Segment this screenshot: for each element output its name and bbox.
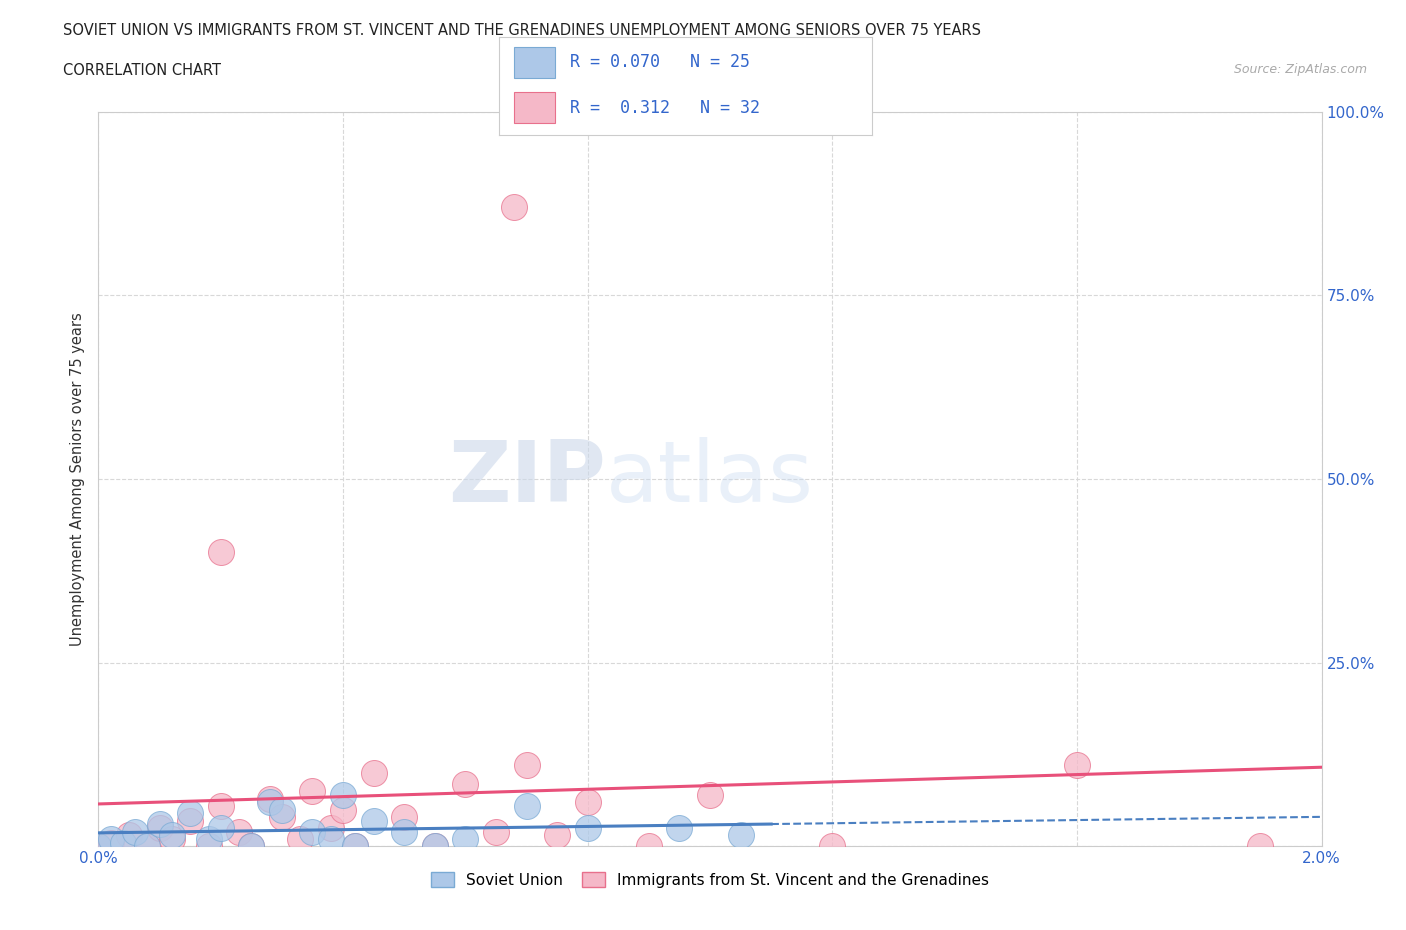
Point — [259, 795, 281, 810]
Text: ZIP: ZIP — [449, 437, 606, 521]
Point — [699, 788, 721, 803]
Point — [454, 777, 477, 791]
Point — [136, 839, 159, 854]
Point — [730, 828, 752, 843]
Text: atlas: atlas — [606, 437, 814, 521]
Point — [363, 765, 385, 780]
Point — [363, 813, 385, 828]
Point — [228, 824, 250, 839]
Point — [290, 831, 312, 846]
Point — [111, 835, 134, 850]
Point — [1066, 758, 1088, 773]
Point — [668, 820, 690, 835]
Bar — [515, 47, 555, 78]
Text: Source: ZipAtlas.com: Source: ZipAtlas.com — [1233, 63, 1367, 76]
Point — [503, 200, 526, 215]
Point — [319, 820, 342, 835]
Text: CORRELATION CHART: CORRELATION CHART — [63, 63, 221, 78]
Point — [392, 824, 416, 839]
Point — [485, 824, 508, 839]
Point — [637, 839, 661, 854]
Point — [240, 839, 263, 854]
Point — [423, 839, 446, 854]
Point — [87, 839, 110, 854]
Point — [118, 828, 141, 843]
Point — [124, 824, 146, 839]
Point — [100, 835, 122, 850]
Point — [136, 839, 159, 854]
Point — [179, 805, 201, 820]
Point — [149, 820, 172, 835]
Point — [160, 828, 183, 843]
Bar — [515, 92, 555, 123]
Point — [197, 839, 219, 854]
Point — [344, 839, 367, 854]
Point — [546, 828, 568, 843]
Point — [392, 809, 416, 824]
Point — [270, 809, 294, 824]
Point — [100, 831, 122, 846]
Point — [516, 799, 538, 814]
Point — [160, 831, 183, 846]
Point — [270, 802, 294, 817]
Point — [149, 817, 172, 831]
Point — [301, 824, 323, 839]
Point — [332, 802, 354, 817]
Point — [301, 784, 323, 799]
Point — [259, 791, 281, 806]
Point — [454, 831, 477, 846]
Point — [209, 545, 232, 560]
Point — [87, 839, 110, 854]
Point — [319, 831, 342, 846]
Point — [209, 799, 232, 814]
Point — [179, 813, 201, 828]
Point — [332, 788, 354, 803]
Point — [344, 839, 367, 854]
Text: R =  0.312   N = 32: R = 0.312 N = 32 — [569, 99, 759, 116]
Point — [821, 839, 844, 854]
Point — [197, 831, 219, 846]
Point — [423, 839, 446, 854]
Legend: Soviet Union, Immigrants from St. Vincent and the Grenadines: Soviet Union, Immigrants from St. Vincen… — [425, 866, 995, 894]
Text: R = 0.070   N = 25: R = 0.070 N = 25 — [569, 53, 749, 71]
Point — [516, 758, 538, 773]
Point — [1249, 839, 1271, 854]
Point — [576, 820, 599, 835]
Y-axis label: Unemployment Among Seniors over 75 years: Unemployment Among Seniors over 75 years — [70, 312, 86, 645]
Point — [240, 839, 263, 854]
Point — [209, 820, 232, 835]
Text: SOVIET UNION VS IMMIGRANTS FROM ST. VINCENT AND THE GRENADINES UNEMPLOYMENT AMON: SOVIET UNION VS IMMIGRANTS FROM ST. VINC… — [63, 23, 981, 38]
Point — [576, 795, 599, 810]
